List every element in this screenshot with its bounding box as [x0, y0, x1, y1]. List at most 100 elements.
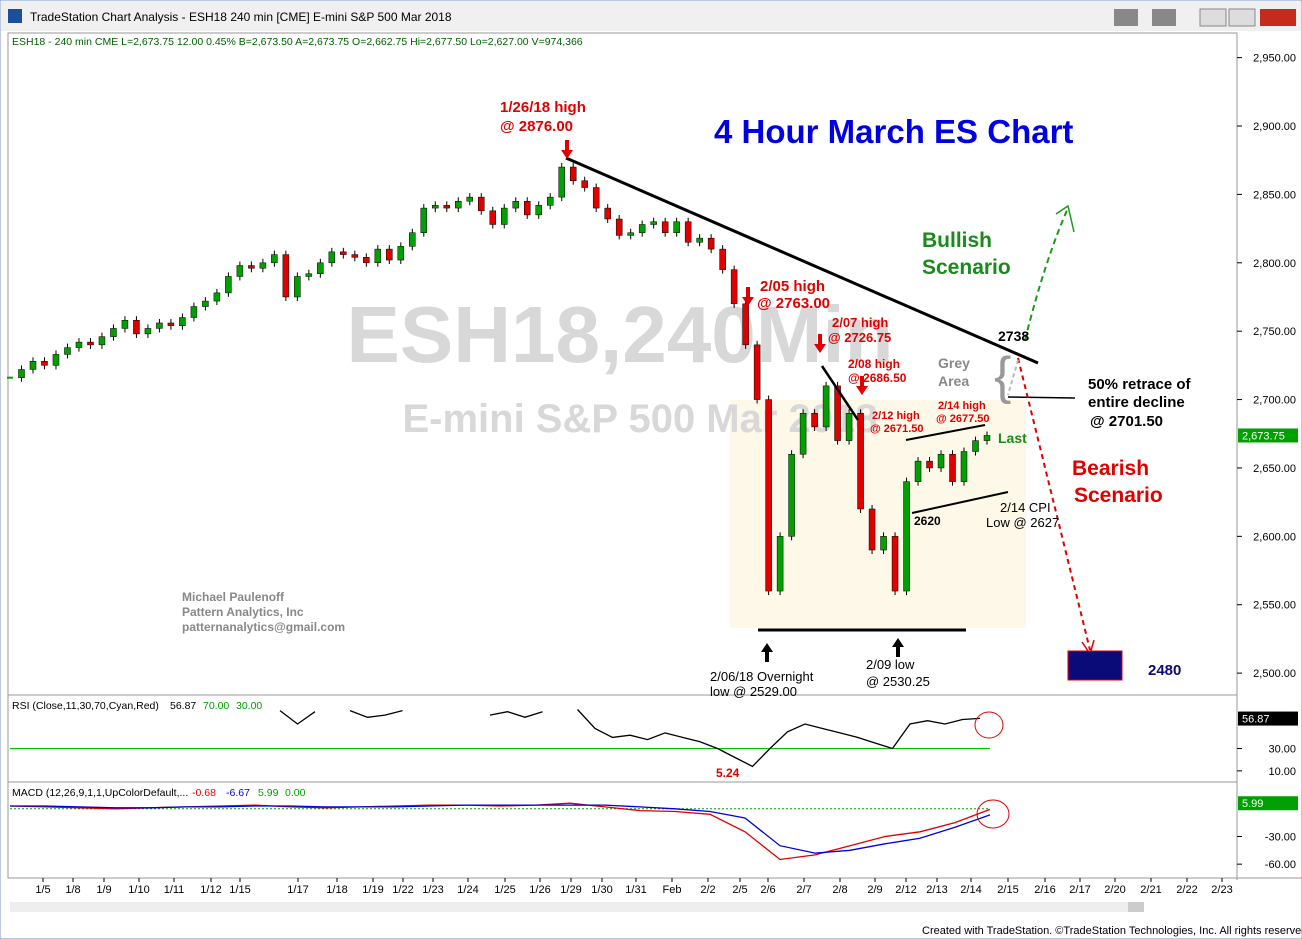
x-tick-label: 2/15	[997, 884, 1018, 896]
x-tick-label: 2/5	[732, 884, 747, 896]
x-tick-label: 2/23	[1211, 884, 1232, 896]
scroll-thumb[interactable]	[1128, 902, 1144, 912]
rsi-label: RSI (Close,11,30,70,Cyan,Red)	[12, 700, 159, 712]
candle	[811, 412, 818, 428]
maximize[interactable]	[1228, 8, 1256, 27]
annotation: @ 2677.50	[936, 413, 990, 425]
rsi-readout: 70.00	[203, 700, 229, 712]
annotation: Bearish	[1072, 457, 1149, 480]
last-value-label: 56.87	[1242, 714, 1270, 726]
candle	[466, 196, 474, 202]
arrow	[892, 638, 904, 657]
watermark: E-mini S&P 500 Mar 2018	[402, 397, 877, 441]
candle	[684, 221, 692, 243]
macd-label: MACD (12,26,9,1,1,UpColorDefault,...	[12, 787, 188, 799]
candle	[202, 300, 209, 307]
pointer	[1007, 396, 1076, 399]
x-tick-label: 1/18	[326, 884, 347, 896]
candle	[661, 221, 669, 233]
candle	[523, 200, 531, 216]
candle	[868, 508, 876, 551]
x-tick-label: 2/2	[700, 884, 715, 896]
candle	[834, 385, 841, 441]
annotation: 50% retrace of	[1088, 376, 1192, 393]
candle	[351, 254, 359, 258]
x-tick-label: 2/20	[1104, 884, 1125, 896]
annotation: Grey	[938, 355, 970, 371]
x-tick-label: 1/11	[164, 884, 185, 896]
annotation: 2/14 CPI	[1000, 500, 1051, 515]
candle	[673, 221, 680, 233]
candle	[558, 166, 565, 198]
x-tick-label: 2/22	[1176, 884, 1197, 896]
candle	[75, 341, 83, 348]
candle	[569, 166, 577, 181]
candle	[857, 412, 864, 510]
candle	[983, 435, 991, 441]
annotation: 2/08 high	[848, 357, 900, 371]
x-tick-label: 1/30	[591, 884, 612, 896]
annotation: 1/26/18 high	[500, 99, 586, 116]
candle	[500, 207, 508, 225]
x-tick-label: 1/12	[200, 884, 221, 896]
annotation: @ 2671.50	[870, 423, 924, 435]
x-tick-label: 1/25	[494, 884, 515, 896]
x-tick-label: 2/9	[867, 884, 882, 896]
up-arrows	[761, 638, 904, 662]
scrollbar[interactable]	[10, 902, 1144, 912]
author: patternanalytics@gmail.com	[182, 620, 345, 634]
x-tick-label: 2/17	[1069, 884, 1090, 896]
candle	[41, 361, 48, 366]
macd-readout: 5.99	[258, 787, 279, 799]
annotation: 2/05 high	[760, 278, 825, 295]
candle	[363, 257, 370, 264]
y-tick-label: 2,850.00	[1253, 189, 1296, 201]
candle	[914, 460, 922, 482]
candle	[271, 254, 278, 264]
info-line: ESH18 - 240 min CME L=2,673.75 12.00 0.4…	[12, 36, 583, 48]
candle	[328, 251, 336, 264]
candle	[638, 224, 646, 233]
y-tick-label: 2,550.00	[1253, 600, 1296, 612]
macd-line	[10, 804, 991, 854]
candle	[432, 205, 439, 209]
minimize[interactable]	[1199, 8, 1227, 27]
footer: Created with TradeStation. ©TradeStation…	[922, 925, 1302, 937]
x-tick-label: 2/6	[760, 884, 775, 896]
arrow	[561, 140, 573, 159]
annotation: @ 2530.25	[866, 674, 930, 689]
rsi-readout: 30.00	[236, 700, 262, 712]
candle	[87, 341, 94, 346]
x-tick-label: 1/10	[128, 884, 149, 896]
candle	[225, 276, 232, 294]
candle	[960, 451, 968, 482]
trendlines	[565, 156, 1076, 632]
candle	[29, 361, 37, 370]
x-tick-label: 2/8	[832, 884, 847, 896]
x-tick-label: 2/14	[960, 884, 981, 896]
menu-button[interactable]	[1152, 9, 1176, 26]
x-tick-label: 1/19	[362, 884, 383, 896]
candle	[489, 210, 497, 225]
highlight-circle	[974, 711, 1004, 739]
x-tick-label: 2/13	[926, 884, 947, 896]
annotation: 2620	[914, 514, 941, 528]
macd-readout: -6.67	[226, 787, 250, 799]
x-tick-label: 2/21	[1140, 884, 1161, 896]
y-tick-label: 2,750.00	[1253, 326, 1296, 338]
candle	[133, 319, 140, 335]
macd-readout: 0.00	[285, 787, 306, 799]
candle	[386, 248, 393, 261]
candle	[121, 319, 129, 329]
close[interactable]	[1260, 9, 1296, 26]
x-tick-label: 1/17	[287, 884, 308, 896]
annotation: @ 2726.75	[828, 330, 891, 345]
x-tick-label: 1/26	[529, 884, 550, 896]
title-bar	[1, 1, 1301, 31]
x-tick-label: 1/9	[96, 884, 111, 896]
arrow	[761, 643, 773, 662]
y-tick-label: 2,650.00	[1253, 463, 1296, 475]
window-buttons[interactable]	[1114, 8, 1296, 27]
s-button[interactable]	[1114, 9, 1138, 26]
last-value-label: 2,673.75	[1242, 430, 1285, 442]
